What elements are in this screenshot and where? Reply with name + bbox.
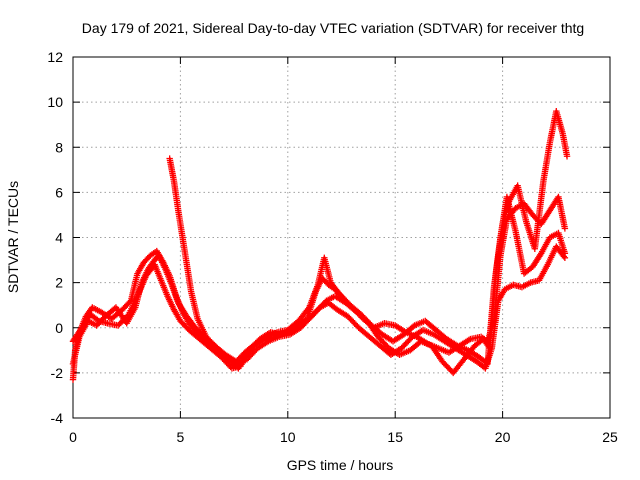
chart-title: Day 179 of 2021, Sidereal Day-to-day VTE… bbox=[82, 20, 584, 36]
data-point-marker bbox=[563, 153, 571, 160]
x-tick-label: 10 bbox=[280, 429, 296, 445]
x-axis-label: GPS time / hours bbox=[287, 457, 394, 473]
data-points bbox=[69, 107, 571, 383]
data-point-marker bbox=[561, 225, 569, 232]
y-tick-label: 2 bbox=[55, 275, 63, 291]
axis-ticks: 0 5 10 15 20 25 -4 -2 0 2 4 6 8 10 12 bbox=[47, 49, 618, 445]
x-tick-label: 0 bbox=[69, 429, 77, 445]
x-tick-label: 25 bbox=[602, 429, 618, 445]
y-tick-label: -2 bbox=[51, 365, 64, 381]
y-tick-label: 0 bbox=[55, 320, 63, 336]
y-tick-label: 4 bbox=[55, 230, 63, 246]
data-point-marker bbox=[561, 250, 569, 257]
x-tick-label: 5 bbox=[177, 429, 185, 445]
y-axis-label: SDTVAR / TECUs bbox=[5, 181, 21, 293]
y-tick-label: -4 bbox=[51, 410, 64, 426]
y-tick-label: 12 bbox=[47, 49, 63, 65]
x-tick-label: 20 bbox=[495, 429, 511, 445]
y-tick-label: 10 bbox=[47, 94, 63, 110]
x-tick-label: 15 bbox=[387, 429, 403, 445]
y-tick-label: 8 bbox=[55, 139, 63, 155]
y-tick-label: 6 bbox=[55, 184, 63, 200]
